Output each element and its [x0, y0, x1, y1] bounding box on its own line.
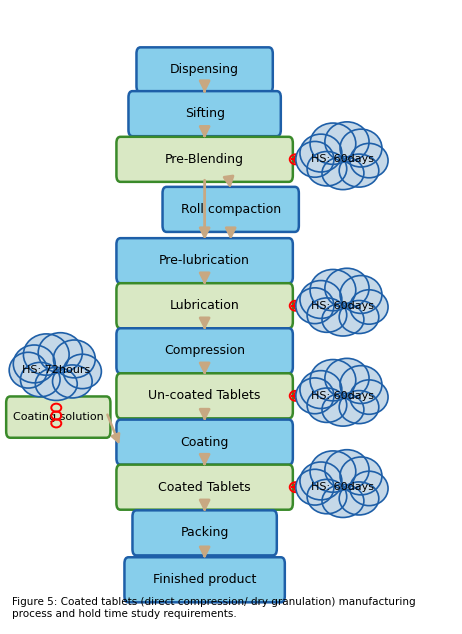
Ellipse shape: [339, 301, 379, 333]
Ellipse shape: [9, 353, 47, 388]
Text: Sifting: Sifting: [185, 107, 225, 120]
Text: HS: 72hours: HS: 72hours: [22, 365, 91, 375]
Ellipse shape: [325, 122, 369, 162]
Ellipse shape: [300, 371, 342, 408]
FancyBboxPatch shape: [6, 396, 110, 437]
Ellipse shape: [322, 484, 364, 517]
FancyBboxPatch shape: [124, 557, 285, 602]
Ellipse shape: [53, 365, 92, 398]
Ellipse shape: [63, 354, 101, 389]
Ellipse shape: [307, 388, 346, 422]
FancyBboxPatch shape: [116, 373, 293, 418]
Text: Compression: Compression: [164, 344, 245, 358]
Text: Finished product: Finished product: [153, 573, 256, 586]
FancyBboxPatch shape: [116, 465, 293, 510]
Ellipse shape: [339, 482, 379, 515]
Text: HS: 60days: HS: 60days: [311, 391, 375, 401]
Ellipse shape: [340, 276, 382, 313]
Ellipse shape: [310, 123, 356, 164]
Ellipse shape: [24, 334, 69, 375]
Ellipse shape: [20, 363, 60, 397]
FancyBboxPatch shape: [116, 283, 293, 328]
FancyBboxPatch shape: [116, 137, 293, 182]
Text: Un-coated Tablets: Un-coated Tablets: [148, 389, 261, 403]
FancyBboxPatch shape: [116, 420, 293, 465]
FancyBboxPatch shape: [116, 238, 293, 283]
Text: HS: 60days: HS: 60days: [311, 482, 375, 492]
Ellipse shape: [307, 152, 346, 186]
FancyBboxPatch shape: [116, 328, 293, 373]
Ellipse shape: [339, 391, 379, 424]
FancyBboxPatch shape: [128, 91, 281, 136]
FancyBboxPatch shape: [133, 510, 277, 555]
Ellipse shape: [300, 281, 342, 318]
Ellipse shape: [296, 378, 334, 414]
Ellipse shape: [38, 333, 82, 373]
Text: Coating solution: Coating solution: [13, 412, 103, 422]
Ellipse shape: [310, 269, 356, 311]
Ellipse shape: [340, 366, 382, 403]
Text: Coating: Coating: [181, 436, 229, 449]
Ellipse shape: [339, 154, 379, 187]
Text: Dispensing: Dispensing: [170, 63, 239, 76]
Ellipse shape: [54, 340, 95, 378]
Ellipse shape: [296, 469, 334, 505]
Text: Pre-lubrication: Pre-lubrication: [159, 254, 250, 267]
Ellipse shape: [322, 303, 364, 336]
Ellipse shape: [325, 450, 369, 489]
Ellipse shape: [322, 157, 364, 190]
Text: HS: 60days: HS: 60days: [311, 301, 375, 311]
Ellipse shape: [296, 141, 334, 178]
FancyBboxPatch shape: [136, 48, 273, 93]
Ellipse shape: [350, 290, 388, 324]
Text: Roll compaction: Roll compaction: [181, 203, 281, 216]
Text: Packing: Packing: [181, 526, 229, 540]
Ellipse shape: [340, 129, 382, 167]
Text: Coated Tablets: Coated Tablets: [158, 481, 251, 494]
Ellipse shape: [350, 143, 388, 178]
Text: Figure 5: Coated tablets (direct compression/ dry granulation) manufacturing
pro: Figure 5: Coated tablets (direct compres…: [12, 597, 416, 619]
Ellipse shape: [325, 268, 369, 308]
Ellipse shape: [322, 393, 364, 426]
Ellipse shape: [310, 359, 356, 401]
Ellipse shape: [300, 134, 342, 172]
Ellipse shape: [307, 298, 346, 332]
Ellipse shape: [350, 380, 388, 414]
Ellipse shape: [13, 345, 55, 383]
FancyBboxPatch shape: [163, 187, 299, 232]
Ellipse shape: [35, 368, 77, 401]
Ellipse shape: [307, 479, 346, 514]
Ellipse shape: [340, 457, 382, 495]
Ellipse shape: [325, 358, 369, 398]
Ellipse shape: [296, 288, 334, 323]
Text: Lubrication: Lubrication: [170, 299, 239, 312]
Ellipse shape: [350, 471, 388, 506]
Ellipse shape: [310, 451, 356, 492]
Text: HS: 60days: HS: 60days: [311, 154, 375, 164]
Text: Pre-Blending: Pre-Blending: [165, 153, 244, 166]
Ellipse shape: [300, 462, 342, 500]
